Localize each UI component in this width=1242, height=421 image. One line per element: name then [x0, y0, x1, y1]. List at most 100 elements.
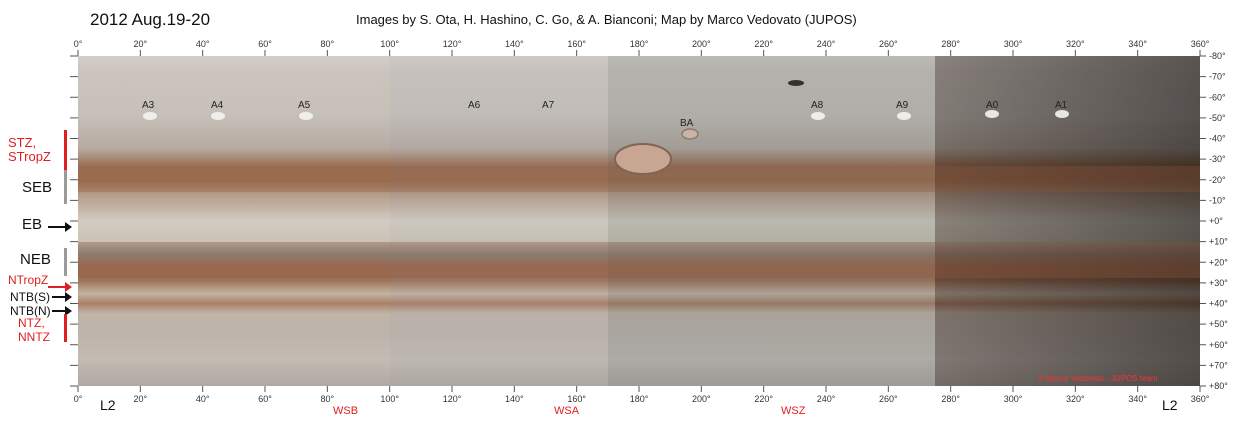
- longitude-tick-label: 0°: [74, 39, 83, 49]
- longitude-tick-label: 220°: [754, 394, 773, 404]
- zone-label-neb: NEB: [20, 251, 51, 268]
- seb-bar: [64, 170, 67, 204]
- longitude-tick-label: 260°: [879, 39, 898, 49]
- longitude-tick-label: 180°: [630, 394, 649, 404]
- latitude-tick-label: +10°: [1209, 237, 1228, 247]
- oval-A0: [985, 110, 999, 118]
- latitude-tick-label: +0°: [1209, 216, 1223, 226]
- latitude-tick-label: -50°: [1209, 113, 1226, 123]
- latitude-tick-label: +60°: [1209, 340, 1228, 350]
- system-label-right: L2: [1162, 397, 1178, 413]
- latitude-tick-label: -40°: [1209, 134, 1226, 144]
- longitude-tick-label: 300°: [1004, 39, 1023, 49]
- longitude-tick-label: 360°: [1191, 394, 1210, 404]
- zone-label-eb: EB: [22, 216, 43, 233]
- longitude-tick-label: 20°: [134, 394, 148, 404]
- latitude-tick-label: -20°: [1209, 175, 1226, 185]
- zone-label-ntropz: NTropZ: [8, 273, 49, 287]
- segment-4-edge: [935, 56, 1200, 386]
- latitude-tick-label: -60°: [1209, 92, 1226, 102]
- longitude-tick-label: 180°: [630, 39, 649, 49]
- zone-label-ntb-s: NTB(S): [10, 290, 50, 304]
- region-label-wsz: WSZ: [781, 405, 806, 417]
- system-label-left: L2: [100, 397, 116, 413]
- longitude-tick-label: 80°: [321, 39, 335, 49]
- longitude-tick-label: 280°: [941, 394, 960, 404]
- latitude-tick-label: -80°: [1209, 51, 1226, 61]
- longitude-tick-label: 100°: [380, 39, 399, 49]
- longitude-tick-label: 120°: [443, 39, 462, 49]
- latitude-tick-label: -10°: [1209, 195, 1226, 205]
- longitude-ticks-bottom: 0° 20° 40° 60° 80° 100° 120° 140° 160° 180° 200° 22…: [74, 386, 1210, 404]
- feature-label: A5: [298, 100, 311, 111]
- jupiter-map: A3 A4 A5 A6 A7 BA A8 A9 A0 A1 © Marco Ve…: [78, 56, 1200, 386]
- longitude-tick-label: 200°: [692, 39, 711, 49]
- latitude-tick-label: +30°: [1209, 278, 1228, 288]
- longitude-tick-label: 20°: [134, 39, 148, 49]
- latitude-tick-label: -30°: [1209, 154, 1226, 164]
- longitude-tick-label: 160°: [567, 394, 586, 404]
- oval-A5: [299, 112, 313, 120]
- feature-label: A8: [811, 100, 824, 111]
- feature-label: A4: [211, 100, 224, 111]
- feature-label: A7: [542, 100, 555, 111]
- longitude-tick-label: 120°: [443, 394, 462, 404]
- longitude-tick-label: 320°: [1066, 394, 1085, 404]
- eb-arrow: [48, 222, 72, 232]
- longitude-tick-label: 140°: [505, 394, 524, 404]
- longitude-tick-label: 80°: [321, 394, 335, 404]
- feature-label: A1: [1055, 100, 1068, 111]
- dark-spot: [788, 80, 804, 86]
- longitude-tick-label: 60°: [258, 394, 272, 404]
- ntb-n-arrow: [52, 306, 72, 316]
- zone-label-ntb-n: NTB(N): [10, 304, 51, 318]
- region-label-wsb: WSB: [333, 405, 359, 417]
- oval-A9: [897, 112, 911, 120]
- segment-1: [78, 56, 390, 386]
- oval-A8: [811, 112, 825, 120]
- ntb-s-arrow: [52, 292, 72, 302]
- latitude-tick-label: +70°: [1209, 360, 1228, 370]
- longitude-tick-label: 0°: [74, 394, 83, 404]
- longitude-tick-label: 40°: [196, 394, 210, 404]
- segment-2: [390, 56, 608, 386]
- feature-labels: A3 A4 A5 A6 A7 BA A8 A9 A0 A1: [142, 100, 1068, 129]
- latitude-tick-label: +80°: [1209, 381, 1228, 391]
- zone-label-ntz: NTZ, NNTZ: [18, 316, 50, 344]
- longitude-tick-label: 160°: [567, 39, 586, 49]
- neb-band: [78, 242, 1200, 278]
- longitude-tick-label: 60°: [258, 39, 272, 49]
- ntropz-arrow: [48, 282, 72, 292]
- neb-bar: [64, 248, 67, 276]
- longitude-tick-label: 140°: [505, 39, 524, 49]
- latitude-tick-label: +20°: [1209, 257, 1228, 267]
- map-title: 2012 Aug.19-20: [90, 10, 211, 29]
- feature-label: A9: [896, 100, 909, 111]
- feature-label: A3: [142, 100, 155, 111]
- zone-label-stz: STZ, STropZ: [8, 135, 51, 164]
- great-red-spot: [614, 143, 672, 175]
- oval-A4: [211, 112, 225, 120]
- latitude-tick-label: +50°: [1209, 319, 1228, 329]
- region-label-wsa: WSA: [554, 405, 580, 417]
- latitude-tick-label: -70°: [1209, 72, 1226, 82]
- longitude-tick-label: 200°: [692, 394, 711, 404]
- svg-text:© Marco Vedovato - JUPOS team: © Marco Vedovato - JUPOS team: [1038, 374, 1158, 383]
- longitude-tick-label: 260°: [879, 394, 898, 404]
- white-ovals: [143, 110, 1069, 120]
- longitude-tick-label: 240°: [817, 394, 836, 404]
- feature-label: BA: [680, 118, 694, 129]
- longitude-tick-label: 100°: [380, 394, 399, 404]
- oval-A3: [143, 112, 157, 120]
- longitude-ticks-top: 0° 20° 40° 60° 80° 100° 120° 140° 160° 180° 200° 22…: [74, 39, 1210, 56]
- oval-A1: [1055, 110, 1069, 118]
- oval-ba: [681, 128, 699, 140]
- zone-label-seb: SEB: [22, 179, 53, 196]
- longitude-tick-label: 240°: [817, 39, 836, 49]
- longitude-tick-label: 40°: [196, 39, 210, 49]
- image-credits: Images by S. Ota, H. Hashino, C. Go, & A…: [356, 12, 857, 27]
- longitude-tick-label: 360°: [1191, 39, 1210, 49]
- longitude-tick-label: 280°: [941, 39, 960, 49]
- ntz-bar: [64, 314, 67, 342]
- feature-label: A6: [468, 100, 481, 111]
